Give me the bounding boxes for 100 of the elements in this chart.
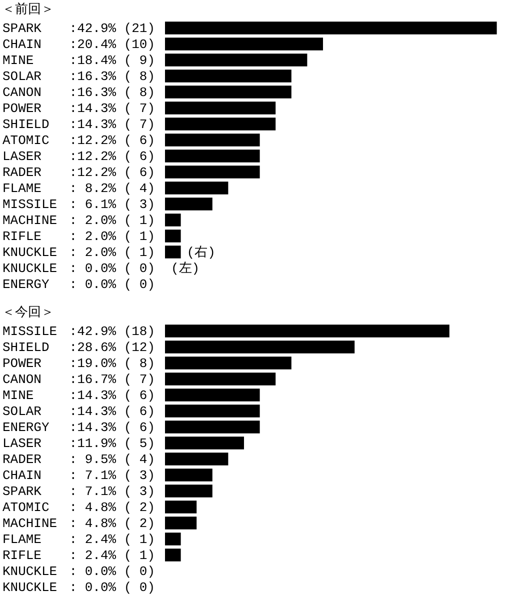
bar (165, 372, 276, 386)
data-label: : 4.8% ( 2) (69, 500, 155, 515)
data-label: :14.3% ( 6) (69, 388, 155, 403)
bar (165, 134, 260, 146)
y-tick-label: MACHINE (2, 516, 58, 531)
y-tick-label: CHAIN (2, 468, 42, 483)
y-tick-label: LASER (2, 149, 42, 164)
bar (165, 436, 244, 450)
y-tick-label: MISSILE (2, 324, 58, 339)
data-label: : 2.4% ( 1) (69, 532, 155, 547)
data-label: :28.6% (12) (69, 340, 155, 355)
bar (165, 324, 450, 338)
y-tick-label: ATOMIC (2, 500, 50, 515)
bar (165, 182, 228, 194)
text: ＜今回＞ (2, 305, 54, 320)
y-tick-label: MINE (2, 53, 34, 68)
data-label: :19.0% ( 8) (69, 356, 155, 371)
y-tick-label: SHIELD (2, 340, 50, 355)
bar (165, 70, 292, 82)
y-tick-label: SPARK (2, 484, 42, 499)
bar (165, 420, 260, 434)
y-tick-label: ENERGY (2, 277, 50, 292)
data-label: : 9.5% ( 4) (69, 452, 155, 467)
y-tick-label: RIFLE (2, 548, 42, 563)
y-tick-label: POWER (2, 101, 42, 116)
data-label: :14.3% ( 6) (69, 420, 155, 435)
y-tick-label: KNUCKLE (2, 245, 58, 260)
bar (165, 38, 323, 50)
y-tick-label: FLAME (2, 532, 42, 547)
y-tick-label: CHAIN (2, 37, 42, 52)
y-tick-label: MACHINE (2, 213, 58, 228)
y-tick-label: MINE (2, 388, 34, 403)
data-label: : 8.2% ( 4) (69, 181, 155, 196)
data-label: :12.2% ( 6) (69, 165, 155, 180)
data-label: :16.3% ( 8) (69, 69, 155, 84)
bar (165, 22, 497, 34)
bar (165, 452, 228, 466)
data-label: :42.9% (21) (69, 21, 155, 36)
data-label: :12.2% ( 6) (69, 133, 155, 148)
y-tick-label: RIFLE (2, 229, 42, 244)
data-label: : 6.1% ( 3) (69, 197, 155, 212)
data-label: : 0.0% ( 0) (69, 277, 155, 292)
data-label: :42.9% (18) (69, 324, 155, 339)
y-tick-label: SPARK (2, 21, 42, 36)
y-tick-label: LASER (2, 436, 42, 451)
data-label: : 2.0% ( 1) (69, 229, 155, 244)
data-label: :14.3% ( 7) (69, 101, 155, 116)
bar (165, 484, 212, 498)
bar (165, 388, 260, 402)
y-tick-label: KNUCKLE (2, 261, 58, 276)
bar (165, 548, 181, 562)
y-tick-label: FLAME (2, 181, 42, 196)
annotation: (右) (186, 245, 216, 260)
bar (165, 356, 292, 370)
data-label: :18.4% ( 9) (69, 53, 155, 68)
bar (165, 532, 181, 546)
data-label: :12.2% ( 6) (69, 149, 155, 164)
bar (165, 404, 260, 418)
y-tick-label: ATOMIC (2, 133, 50, 148)
y-tick-label: POWER (2, 356, 42, 371)
bar (165, 246, 181, 258)
y-tick-label: CANON (2, 372, 42, 387)
bar (165, 516, 197, 530)
y-tick-label: RADER (2, 165, 42, 180)
data-label: : 2.0% ( 1) (69, 245, 155, 260)
y-tick-label: CANON (2, 85, 42, 100)
annotation: (左) (171, 261, 200, 276)
y-tick-label: ENERGY (2, 420, 50, 435)
bar (165, 118, 276, 130)
data-label: :20.4% (10) (69, 37, 155, 52)
y-tick-label: MISSILE (2, 197, 58, 212)
data-label: : 0.0% ( 0) (69, 564, 155, 579)
data-label: :16.7% ( 7) (69, 372, 155, 387)
y-tick-label: KNUCKLE (2, 564, 58, 579)
bar (165, 150, 260, 162)
data-label: :14.3% ( 6) (69, 404, 155, 419)
data-label: :14.3% ( 7) (69, 117, 155, 132)
bar (165, 468, 212, 482)
bar (165, 86, 292, 98)
y-tick-label: SOLAR (2, 404, 42, 419)
data-label: : 2.0% ( 1) (69, 213, 155, 228)
y-tick-label: RADER (2, 452, 42, 467)
text: ＜前回＞ (2, 2, 54, 17)
data-label: : 0.0% ( 0) (69, 580, 155, 595)
y-tick-label: SOLAR (2, 69, 42, 84)
data-label: : 0.0% ( 0) (69, 261, 155, 276)
data-label: : 4.8% ( 2) (69, 516, 155, 531)
y-tick-label: KNUCKLE (2, 580, 58, 595)
bar (165, 166, 260, 178)
data-label: :11.9% ( 5) (69, 436, 155, 451)
bar (165, 500, 197, 514)
data-label: :16.3% ( 8) (69, 85, 155, 100)
bar (165, 340, 355, 354)
bar (165, 214, 181, 226)
data-label: : 2.4% ( 1) (69, 548, 155, 563)
bar (165, 198, 212, 210)
bar (165, 54, 308, 66)
bar (165, 102, 276, 114)
data-label: : 7.1% ( 3) (69, 468, 155, 483)
data-label: : 7.1% ( 3) (69, 484, 155, 499)
